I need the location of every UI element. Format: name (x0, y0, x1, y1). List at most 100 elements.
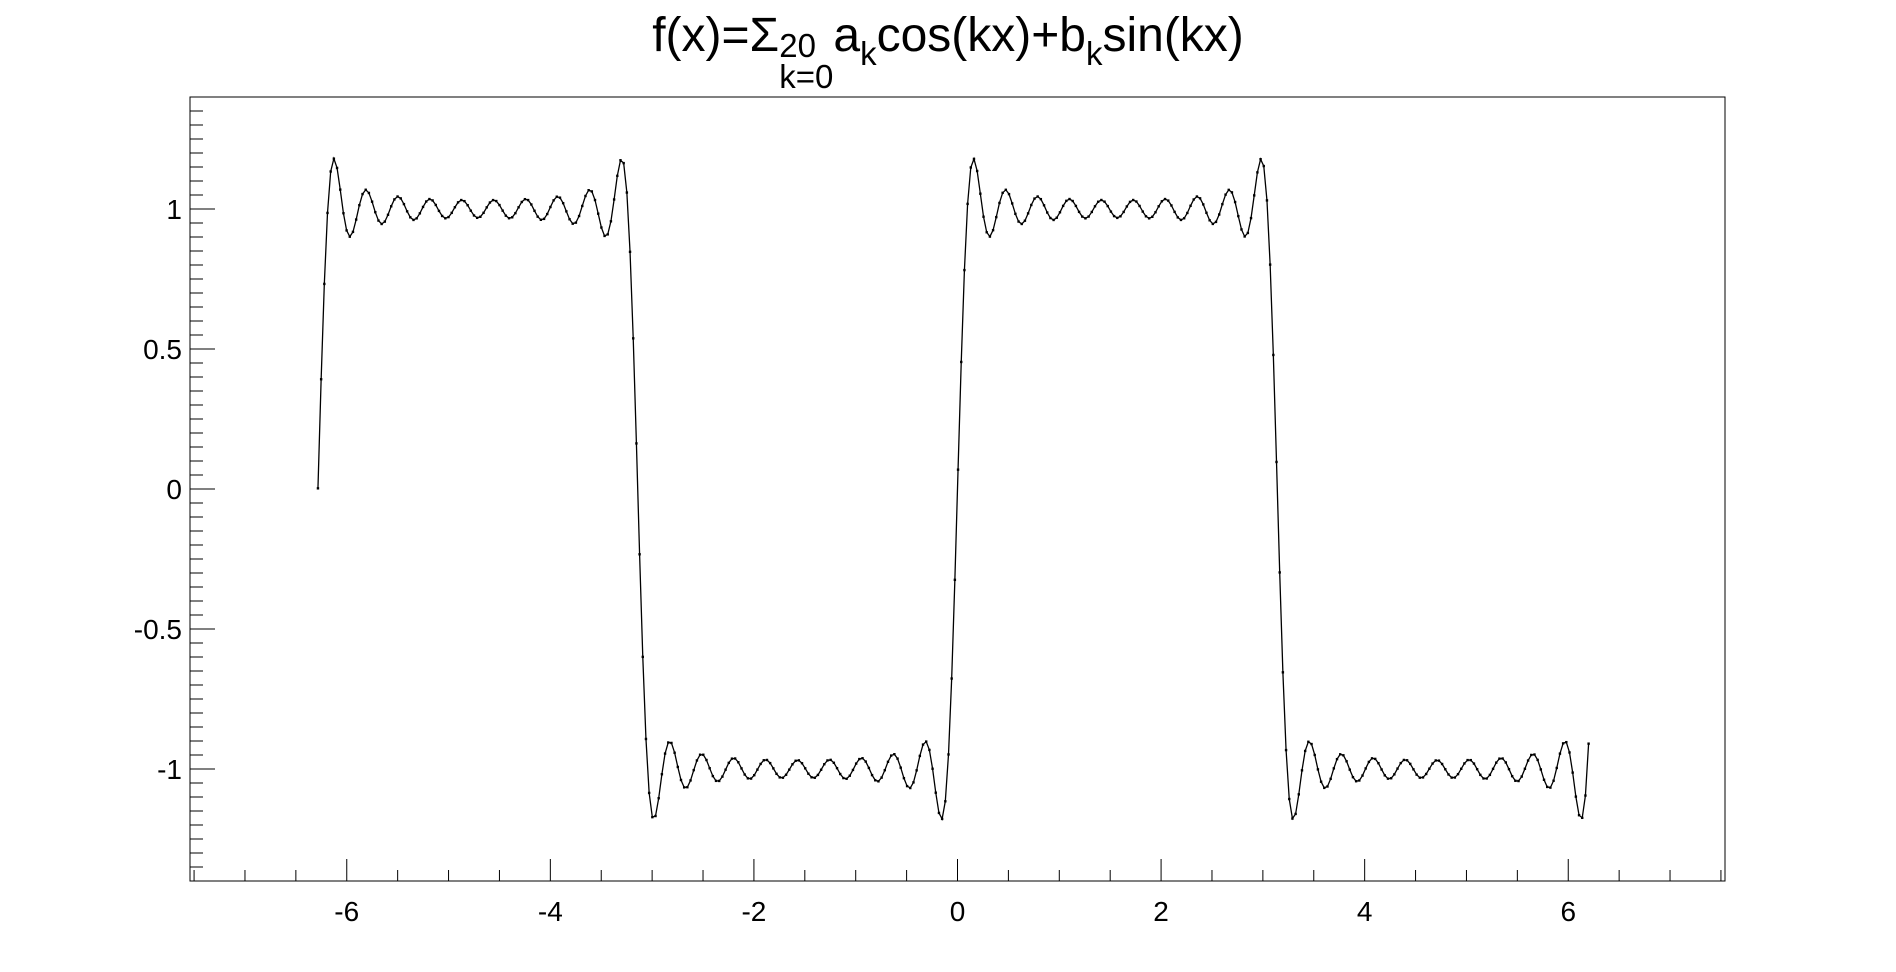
data-point (549, 205, 552, 209)
data-point (1415, 773, 1418, 776)
data-point (622, 161, 625, 165)
data-point (326, 211, 329, 215)
data-point (1428, 767, 1431, 770)
data-point (1106, 204, 1109, 208)
data-point (428, 197, 431, 201)
data-point (1319, 780, 1323, 783)
data-point (1154, 211, 1157, 214)
data-point (877, 780, 880, 783)
data-point (864, 760, 867, 763)
data-point (1262, 164, 1265, 168)
data-point (590, 190, 594, 193)
data-point (354, 218, 358, 221)
data-point (1488, 773, 1492, 777)
data-point (1523, 767, 1527, 770)
data-point (1030, 203, 1033, 207)
data-point (546, 212, 549, 216)
data-point (1096, 200, 1100, 203)
data-point (491, 198, 495, 202)
data-point (374, 210, 377, 214)
data-point (1402, 758, 1406, 762)
data-point (412, 218, 415, 222)
data-point (1561, 742, 1565, 745)
data-point (1568, 751, 1571, 754)
x-tick-label: 0 (950, 896, 966, 927)
data-point (1475, 767, 1479, 771)
data-point (1147, 217, 1151, 220)
data-point (1167, 199, 1170, 202)
data-point (409, 216, 412, 219)
data-point (845, 777, 848, 780)
data-point (740, 767, 743, 770)
data-point (1119, 215, 1122, 218)
data-point (593, 198, 597, 202)
data-point (756, 768, 759, 771)
data-point (647, 791, 651, 795)
data-point (351, 230, 355, 234)
x-tick-label: -4 (538, 896, 563, 927)
data-point (1399, 761, 1402, 765)
data-point (1383, 774, 1386, 777)
data-point (316, 487, 320, 490)
data-point (1208, 219, 1211, 222)
data-point (819, 768, 823, 771)
data-point (1463, 762, 1466, 765)
data-point (498, 203, 501, 207)
data-point (1437, 759, 1441, 762)
data-point (495, 199, 498, 203)
data-point (727, 761, 730, 765)
data-point (488, 201, 492, 204)
data-point (985, 231, 988, 234)
data-point (972, 157, 976, 161)
data-point (778, 776, 781, 779)
data-point (1243, 235, 1246, 238)
data-point (679, 778, 683, 782)
data-point (660, 773, 664, 776)
data-point (1195, 195, 1199, 198)
data-point (851, 768, 855, 772)
x-tick-label: 6 (1560, 896, 1576, 927)
data-point (1135, 200, 1138, 203)
data-point (1498, 757, 1501, 760)
data-point (915, 769, 918, 772)
data-point (686, 786, 689, 789)
data-point (1160, 200, 1164, 203)
data-point (737, 761, 740, 764)
x-tick-label: 4 (1357, 896, 1373, 927)
data-point (1192, 198, 1195, 201)
data-point (1472, 762, 1476, 765)
data-point (1278, 571, 1281, 574)
data-point (1533, 753, 1536, 756)
y-tick-label: 0 (166, 474, 182, 505)
data-point (765, 758, 769, 762)
data-point (1042, 204, 1046, 207)
data-point (657, 797, 660, 800)
data-point (991, 229, 995, 232)
data-point (1386, 777, 1390, 780)
data-point (1109, 210, 1113, 213)
data-point (1361, 774, 1364, 777)
data-point (619, 159, 622, 162)
data-point (434, 203, 437, 207)
data-point (861, 757, 864, 760)
title-sum-upper: 20 (779, 27, 816, 64)
data-point (1530, 753, 1533, 757)
data-point (724, 768, 727, 771)
data-point (402, 202, 406, 206)
data-point (759, 762, 762, 766)
data-point (947, 753, 950, 756)
data-point (918, 754, 922, 758)
data-point (702, 753, 705, 756)
data-point (447, 215, 450, 219)
data-point (940, 817, 944, 821)
series-line (317, 156, 1590, 821)
data-point (463, 199, 466, 203)
data-point (1574, 795, 1578, 798)
x-axis: -6 -4 -2 0 2 4 6 (193, 859, 1722, 927)
data-point (1377, 761, 1380, 765)
data-point (705, 758, 708, 762)
data-point (1297, 793, 1300, 796)
data-point (1281, 671, 1285, 674)
data-point (960, 360, 963, 364)
